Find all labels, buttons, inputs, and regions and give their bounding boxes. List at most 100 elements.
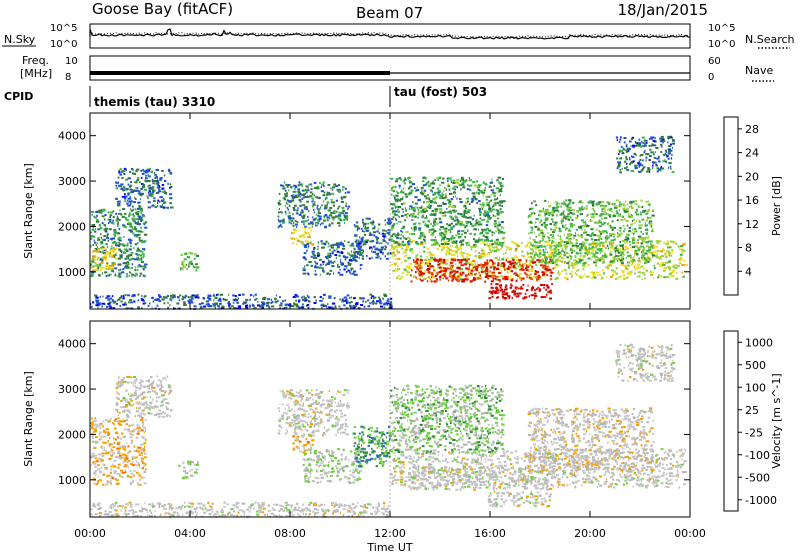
data-cell bbox=[96, 220, 100, 223]
data-cell bbox=[145, 174, 147, 177]
data-cell bbox=[567, 204, 569, 207]
data-cell bbox=[169, 172, 173, 175]
data-cell bbox=[113, 263, 116, 266]
data-cell bbox=[544, 223, 548, 226]
data-cell bbox=[105, 305, 109, 308]
data-cell bbox=[618, 205, 621, 208]
data-cell bbox=[647, 255, 649, 258]
data-cell bbox=[643, 246, 645, 249]
data-cell bbox=[659, 265, 663, 267]
data-cell bbox=[163, 302, 166, 305]
data-cell bbox=[557, 248, 560, 251]
data-cell bbox=[529, 208, 532, 210]
data-cell bbox=[105, 264, 109, 267]
data-cell bbox=[335, 185, 339, 188]
data-cell bbox=[506, 267, 510, 270]
data-cell bbox=[340, 262, 344, 265]
data-cell bbox=[514, 293, 516, 296]
data-cell bbox=[292, 197, 295, 200]
data-cell bbox=[648, 159, 651, 161]
data-cell bbox=[418, 269, 420, 272]
data-cell bbox=[477, 223, 480, 226]
data-cell bbox=[548, 236, 550, 239]
data-cell bbox=[287, 208, 290, 211]
data-cell bbox=[524, 245, 528, 248]
data-cell bbox=[473, 244, 477, 246]
data-cell bbox=[292, 206, 296, 209]
data-cell bbox=[507, 276, 509, 279]
data-cell bbox=[284, 299, 286, 302]
data-cell bbox=[442, 277, 444, 280]
data-cell bbox=[477, 275, 479, 278]
data-cell bbox=[594, 260, 598, 263]
data-cell bbox=[169, 183, 172, 186]
data-cell bbox=[255, 297, 258, 300]
data-cell bbox=[133, 300, 136, 303]
data-cell bbox=[141, 214, 145, 217]
data-cell bbox=[376, 241, 379, 244]
data-cell bbox=[450, 268, 453, 271]
data-cell bbox=[602, 230, 604, 232]
data-cell bbox=[313, 211, 315, 214]
data-cell bbox=[392, 210, 395, 213]
data-cell bbox=[286, 206, 289, 209]
data-cell bbox=[516, 245, 521, 248]
data-cell bbox=[538, 288, 542, 291]
data-cell bbox=[138, 205, 142, 208]
data-cell bbox=[441, 214, 445, 217]
data-cell bbox=[390, 244, 393, 247]
data-cell bbox=[131, 205, 134, 208]
data-cell bbox=[498, 229, 500, 232]
data-cell bbox=[448, 252, 450, 255]
data-cell bbox=[540, 258, 544, 261]
data-cell bbox=[535, 288, 538, 291]
data-cell bbox=[332, 186, 336, 189]
data-cell bbox=[671, 153, 673, 156]
data-cell bbox=[431, 187, 435, 189]
data-cell bbox=[134, 228, 137, 231]
data-cell bbox=[494, 277, 497, 280]
data-cell bbox=[360, 237, 363, 240]
data-cell bbox=[477, 189, 480, 192]
data-cell bbox=[422, 210, 427, 213]
data-cell bbox=[480, 254, 484, 257]
data-cell bbox=[397, 265, 399, 267]
data-cell bbox=[534, 292, 537, 295]
data-cell bbox=[457, 182, 460, 185]
data-cell bbox=[119, 250, 123, 252]
data-cell bbox=[617, 228, 619, 231]
data-cell bbox=[340, 212, 344, 215]
data-cell bbox=[532, 250, 534, 253]
data-cell bbox=[455, 181, 459, 184]
data-cell bbox=[632, 160, 635, 163]
data-cell bbox=[626, 236, 629, 239]
data-cell bbox=[402, 244, 406, 247]
data-cell bbox=[125, 244, 129, 247]
data-cell bbox=[640, 242, 644, 245]
data-cell bbox=[499, 289, 502, 292]
data-cell bbox=[625, 143, 628, 146]
data-cell bbox=[349, 306, 353, 309]
data-cell bbox=[455, 278, 459, 281]
data-cell bbox=[150, 195, 154, 198]
data-cell bbox=[563, 241, 566, 244]
data-cell bbox=[403, 255, 405, 258]
data-cell bbox=[301, 197, 304, 200]
power-data-layer bbox=[90, 113, 689, 310]
data-cell bbox=[346, 267, 348, 270]
data-cell bbox=[655, 256, 659, 259]
data-cell bbox=[468, 221, 472, 224]
data-cell bbox=[442, 190, 445, 193]
data-cell bbox=[668, 273, 672, 276]
data-cell bbox=[385, 257, 389, 260]
data-cell bbox=[541, 271, 545, 274]
data-cell bbox=[615, 136, 619, 139]
freq-label-line1: Freq. bbox=[22, 54, 49, 67]
data-cell bbox=[467, 258, 470, 261]
data-cell bbox=[665, 160, 668, 163]
data-cell bbox=[517, 265, 519, 268]
data-cell bbox=[478, 271, 480, 274]
data-cell bbox=[473, 196, 476, 199]
data-cell bbox=[574, 232, 577, 235]
data-cell bbox=[625, 158, 628, 161]
